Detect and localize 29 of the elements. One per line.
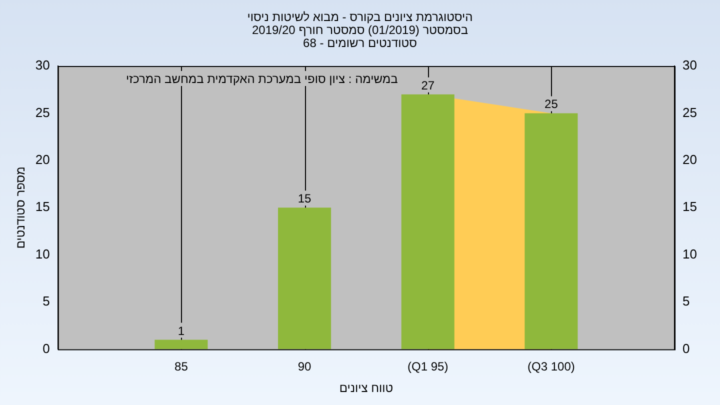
y2-tick-label: 25	[682, 104, 698, 120]
data-label: 27	[421, 78, 435, 92]
x-axis-title: טווח ציונים	[339, 381, 394, 396]
data-label: 25	[544, 97, 558, 112]
y2-tick-label: 30	[682, 58, 698, 73]
y-tick-label: 5	[42, 294, 50, 309]
y-tick-label: 10	[35, 246, 50, 262]
data-label: 15	[298, 192, 312, 206]
x-tick-label: 85	[174, 360, 188, 374]
x-tick-label: (Q1 95)	[408, 360, 448, 374]
x-tick-label: 90	[298, 360, 312, 374]
data-label: 1	[178, 324, 185, 338]
x-tick-label: (Q3 100)	[528, 360, 575, 374]
chart-title: היסטוגרמת ציונים בקורס - מבוא לשיטות ניסוי	[247, 10, 473, 24]
bar	[154, 340, 208, 350]
y-tick-label: 25	[35, 104, 50, 120]
annotation: במשימה : ציון סופי במערכת האקדמית במחשב המרכזי	[126, 72, 398, 86]
y-tick-label: 15	[35, 199, 50, 214]
y-tick-label: 30	[35, 58, 50, 73]
y-axis-title: מספר סטודנטים	[14, 166, 28, 249]
y-tick-label: 20	[35, 152, 50, 167]
y2-tick-label: 5	[682, 294, 690, 309]
y2-tick-label: 0	[682, 340, 690, 356]
y2-tick-label: 15	[682, 199, 698, 214]
bar	[278, 208, 332, 350]
chart-subtitle: בסמסטר (01/2019) סמסטר חורף 2019/20 סטודנטים רשומים - 68	[252, 23, 468, 50]
y-tick-label: 0	[42, 340, 50, 356]
y2-tick-label: 10	[682, 246, 698, 262]
y2-tick-label: 20	[682, 152, 698, 167]
